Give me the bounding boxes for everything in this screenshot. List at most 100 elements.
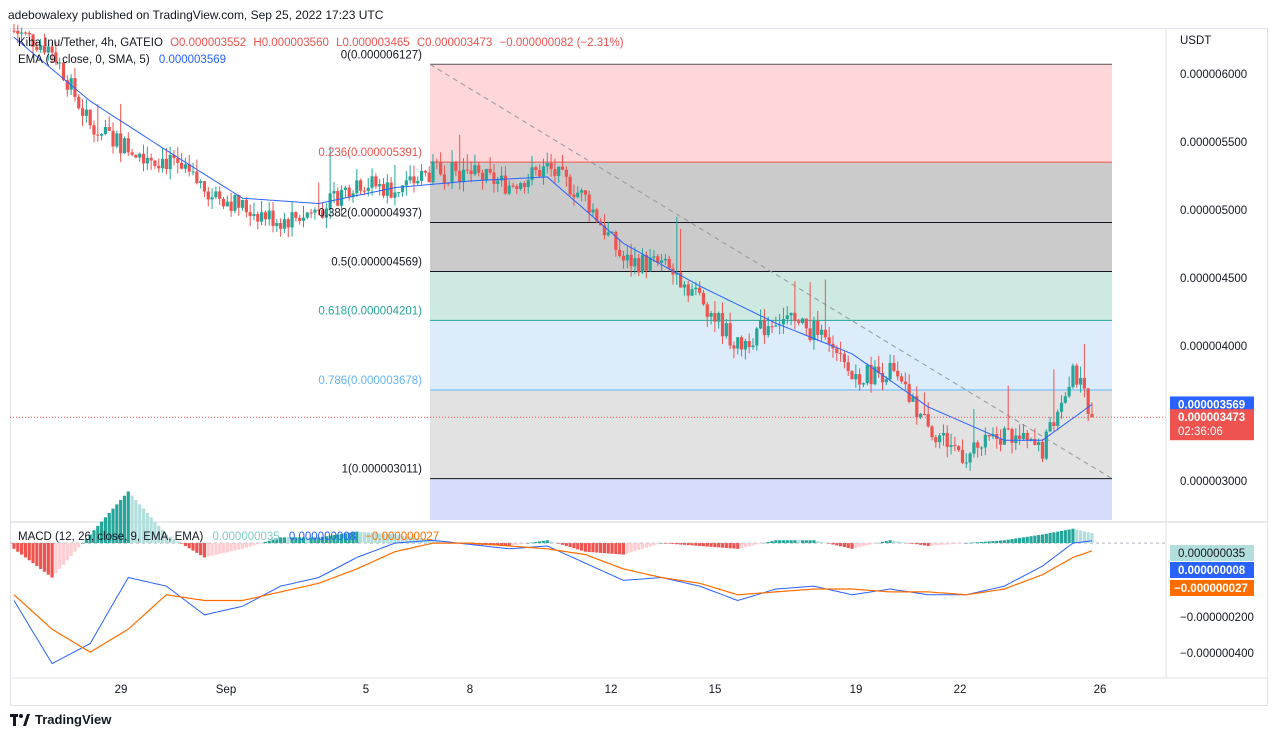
time-label: 8 — [467, 684, 473, 696]
macd-hist-bar — [934, 543, 938, 546]
macd-hist-bar — [553, 542, 557, 544]
macd-hist-bar — [39, 543, 43, 569]
macd-hist-bar — [560, 543, 565, 545]
candle-body — [614, 231, 618, 250]
macd-hist-bar — [648, 543, 652, 547]
candle-body — [294, 212, 298, 218]
fib-level-label: 0.5(0.000004569) — [331, 256, 422, 268]
candle-body — [31, 34, 35, 47]
candle-body — [869, 364, 873, 385]
macd-hist-bar — [888, 540, 892, 544]
candle-body — [16, 30, 20, 34]
macd-hist-bar — [663, 543, 667, 544]
macd-hist-bar — [877, 542, 881, 544]
macd-hist-bar — [256, 543, 260, 545]
macd-hist-bar — [987, 541, 991, 544]
candle-body — [998, 439, 1003, 445]
candle-body — [888, 362, 892, 380]
macd-hist-bar — [31, 543, 35, 564]
macd-hist-bar — [534, 541, 538, 544]
candle-body — [69, 78, 73, 90]
macd-hist-bar — [515, 543, 519, 545]
candle-body — [595, 209, 599, 222]
candle-body — [1006, 428, 1010, 430]
candle-body — [298, 217, 302, 221]
price-tick: 0.000004500 — [1180, 273, 1247, 285]
macd-histogram — [12, 491, 1094, 578]
macd-hist-bar — [915, 543, 919, 545]
macd-hist-bar — [84, 538, 88, 544]
candle-body — [347, 187, 351, 198]
candle-body — [553, 169, 557, 176]
macd-hist-bar — [979, 541, 984, 544]
footer-brand-text: TradingView — [35, 712, 112, 727]
macd-hist-bar — [183, 543, 188, 546]
candle-body — [23, 32, 28, 34]
ema-line — [13, 36, 1093, 441]
candle-body — [637, 258, 641, 273]
candle-body — [130, 152, 134, 155]
macd-hist-bar — [69, 543, 73, 557]
candle-body — [263, 212, 268, 220]
fibonacci-retracement[interactable] — [430, 63, 1112, 520]
candle-body — [549, 163, 553, 170]
macd-axis[interactable]: −0.000000200 −0.000000400 — [1180, 612, 1254, 660]
candle-body — [987, 434, 991, 437]
candle-body — [690, 289, 694, 296]
macd-hist-bar — [835, 543, 839, 546]
fib-zone — [430, 389, 1112, 479]
macd-hist-bar — [610, 543, 614, 554]
candle-body — [964, 462, 968, 464]
trend-line[interactable] — [429, 63, 1113, 480]
price-axis[interactable]: 0.000006000 0.000005500 0.000005000 0.00… — [1180, 69, 1247, 488]
candle-body — [412, 176, 416, 184]
candle-body — [1014, 435, 1018, 443]
macd-hist-bar — [701, 543, 706, 547]
candle-body — [214, 191, 218, 198]
candle-body — [941, 432, 946, 436]
tradingview-logo-icon — [10, 713, 30, 726]
candle-body — [850, 371, 854, 380]
last-price-badge: 0.000003473 02:36:06 — [1170, 409, 1254, 441]
macd-hist-bar — [599, 543, 603, 553]
candle-body — [248, 212, 252, 216]
candle-body — [591, 209, 595, 213]
publisher-line: adebowalexy published on TradingView.com… — [8, 8, 384, 22]
macd-hist-bar — [675, 543, 679, 545]
candle-body — [301, 217, 306, 221]
macd-hist-bar — [823, 542, 827, 544]
macd-hist-bar — [614, 543, 618, 554]
candle-body — [202, 181, 207, 192]
candle-body — [1048, 422, 1052, 432]
candle-body — [507, 185, 511, 194]
macd-hist-bar — [949, 543, 953, 545]
macd-hist-bar — [77, 543, 81, 548]
svg-text:EMA (9, close, 0, SMA, 5): EMA (9, close, 0, SMA, 5) 0.000003569 — [18, 54, 226, 66]
candle-body — [865, 364, 869, 384]
candle-body — [960, 450, 965, 463]
candle-body — [332, 191, 336, 194]
macd-hist-bar — [709, 543, 713, 547]
macd-hist-bar — [1010, 539, 1014, 544]
price-axis-currency: USDT — [1180, 35, 1211, 47]
macd-hist-bar — [930, 543, 934, 546]
fib-level-label: 0.618(0.000004201) — [318, 305, 422, 317]
time-axis[interactable]: 29 Sep 5 8 12 15 19 22 26 — [115, 684, 1107, 696]
macd-hist-bar — [808, 540, 812, 544]
candle-body — [111, 130, 115, 147]
candle-body — [339, 189, 344, 206]
candle-body — [557, 166, 561, 176]
candle-body — [252, 214, 256, 216]
candle-body — [183, 164, 188, 169]
macd-hist-bar — [865, 543, 869, 546]
candle-body — [84, 109, 88, 116]
footer-brand[interactable]: TradingView — [10, 712, 111, 727]
time-label: 22 — [954, 684, 967, 696]
macd-hist-bar — [503, 543, 507, 546]
macd-hist-bar — [640, 543, 645, 549]
macd-hist-bar — [416, 537, 420, 544]
macd-hist-bar — [320, 536, 325, 544]
macd-hist-bar — [16, 543, 20, 552]
candle-body — [103, 126, 108, 135]
